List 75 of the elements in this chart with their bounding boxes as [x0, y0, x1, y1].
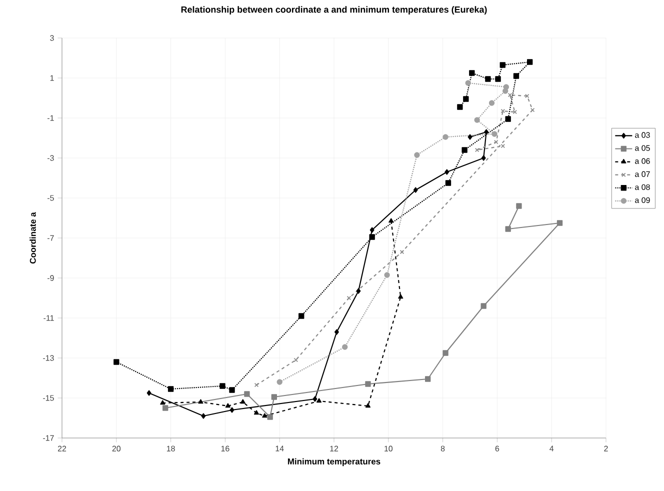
point [503, 84, 510, 90]
point [424, 376, 431, 382]
point [400, 250, 404, 254]
point [516, 203, 522, 209]
point [240, 399, 246, 404]
point [254, 410, 259, 415]
point [457, 104, 463, 110]
point [442, 134, 448, 140]
point [388, 218, 394, 223]
point [500, 108, 506, 114]
point [365, 381, 371, 387]
point [244, 391, 250, 397]
point [146, 390, 152, 396]
point [334, 329, 339, 335]
point [524, 94, 530, 98]
point [463, 96, 469, 102]
point [160, 400, 166, 405]
point [442, 350, 448, 356]
point [468, 134, 472, 140]
point [276, 379, 282, 385]
point [492, 131, 498, 137]
point [370, 227, 374, 233]
point [356, 288, 361, 294]
point [462, 147, 468, 153]
point [267, 414, 273, 420]
point [114, 359, 120, 365]
point [198, 399, 204, 404]
point [513, 73, 520, 79]
point [556, 220, 563, 226]
point [500, 62, 506, 68]
point [342, 344, 348, 350]
point [413, 187, 418, 193]
point [508, 92, 512, 98]
point [480, 303, 486, 309]
point [229, 387, 235, 393]
point [316, 398, 322, 403]
chart-title: Relationship between coordinate a and minimum temperatures (Eureka) [181, 6, 487, 14]
point [162, 405, 168, 411]
x-axis-title: Minimum temperatures [288, 458, 380, 466]
point [530, 108, 535, 112]
point [469, 70, 475, 76]
point [512, 110, 518, 114]
point [230, 407, 234, 413]
point [298, 313, 304, 319]
point [465, 80, 471, 86]
point [271, 394, 277, 400]
point [220, 383, 226, 389]
point [365, 403, 371, 408]
y-axis-title: Coordinate a [30, 212, 36, 264]
point [488, 100, 495, 106]
point [168, 386, 174, 392]
point [398, 294, 404, 299]
point [474, 117, 480, 123]
point [225, 403, 230, 408]
point [485, 76, 491, 82]
point [505, 116, 511, 122]
point [495, 76, 501, 82]
point [484, 129, 489, 135]
point [481, 155, 486, 161]
point [444, 169, 450, 175]
point [414, 152, 420, 158]
point [254, 382, 259, 388]
point [346, 296, 352, 300]
point [526, 59, 533, 65]
point [494, 140, 498, 144]
point [312, 396, 318, 402]
point [294, 358, 298, 362]
point [500, 144, 506, 148]
point [445, 180, 452, 186]
point [384, 272, 390, 278]
point [505, 226, 511, 232]
point [262, 413, 268, 418]
point [369, 234, 375, 240]
point [201, 413, 206, 419]
point [474, 148, 480, 152]
